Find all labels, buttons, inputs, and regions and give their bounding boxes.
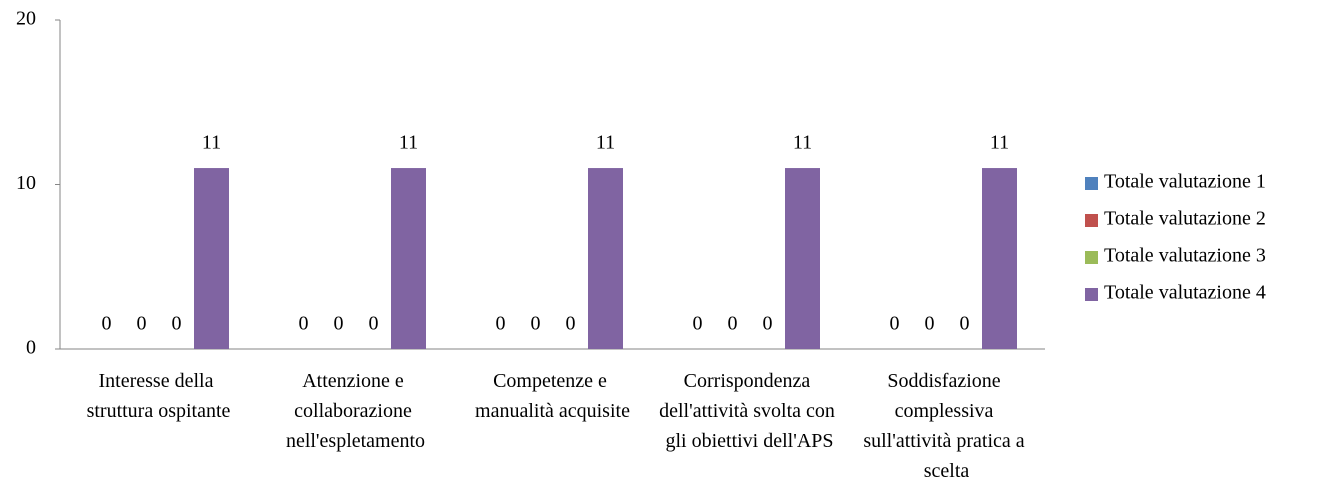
value-label: 11 xyxy=(399,132,418,154)
x-tick-line: Competenze e xyxy=(493,370,612,392)
x-tick-label: Soddisfazione complessiva sull'attività … xyxy=(863,370,1029,482)
x-tick-line: Soddisfazione xyxy=(887,370,1005,392)
legend-label: Totale valutazione 4 xyxy=(1104,282,1266,304)
value-label: 0 xyxy=(531,313,541,335)
value-label: 0 xyxy=(693,313,703,335)
x-tick-line: manualità acquisite xyxy=(475,400,630,422)
legend-swatch xyxy=(1085,288,1098,301)
bar xyxy=(194,168,229,349)
legend-label: Totale valutazione 3 xyxy=(1104,245,1266,267)
x-tick-line: complessiva xyxy=(895,400,999,422)
bar xyxy=(785,168,820,349)
bar xyxy=(391,168,426,349)
legend-label: Totale valutazione 1 xyxy=(1104,171,1266,193)
x-tick-label: Interesse della struttura ospitante xyxy=(87,370,231,422)
value-label: 0 xyxy=(137,313,147,335)
legend-label: Totale valutazione 2 xyxy=(1104,208,1266,230)
value-label: 0 xyxy=(566,313,576,335)
legend-swatch xyxy=(1085,214,1098,227)
value-label: 0 xyxy=(172,313,182,335)
x-tick-line: Corrispondenza xyxy=(684,370,816,392)
x-tick-line: scelta xyxy=(924,460,970,482)
x-tick-line: Interesse della xyxy=(99,370,219,392)
y-tick-label: 0 xyxy=(26,337,36,359)
legend-swatch xyxy=(1085,177,1098,190)
value-label: 0 xyxy=(102,313,112,335)
x-tick-line: sull'attività pratica a xyxy=(863,430,1029,452)
value-label: 0 xyxy=(763,313,773,335)
value-label: 0 xyxy=(728,313,738,335)
value-label: 11 xyxy=(596,132,615,154)
x-tick-line: Attenzione e xyxy=(302,370,409,392)
value-label: 0 xyxy=(369,313,379,335)
bar xyxy=(982,168,1017,349)
x-tick-line: nell'espletamento xyxy=(286,430,425,452)
x-tick-label: Competenze e manualità acquisite xyxy=(475,370,630,422)
value-label: 11 xyxy=(990,132,1009,154)
x-tick-line: struttura ospitante xyxy=(87,400,231,422)
value-label: 11 xyxy=(202,132,221,154)
value-label: 0 xyxy=(496,313,506,335)
x-tick-line: collaborazione xyxy=(294,400,417,422)
y-tick-label: 10 xyxy=(16,172,36,194)
value-label: 0 xyxy=(299,313,309,335)
bar xyxy=(588,168,623,349)
value-label: 0 xyxy=(334,313,344,335)
x-tick-label: Corrispondenza dell'attività svolta con … xyxy=(659,370,840,452)
x-tick-line: dell'attività svolta con xyxy=(659,400,840,422)
legend-swatch xyxy=(1085,251,1098,264)
y-tick-label: 20 xyxy=(16,8,36,30)
value-label: 0 xyxy=(925,313,935,335)
value-label: 0 xyxy=(890,313,900,335)
x-tick-label: Attenzione e collaborazione nell'espleta… xyxy=(286,370,425,452)
x-tick-line: gli obiettivi dell'APS xyxy=(665,430,833,452)
value-label: 11 xyxy=(793,132,812,154)
value-label: 0 xyxy=(960,313,970,335)
